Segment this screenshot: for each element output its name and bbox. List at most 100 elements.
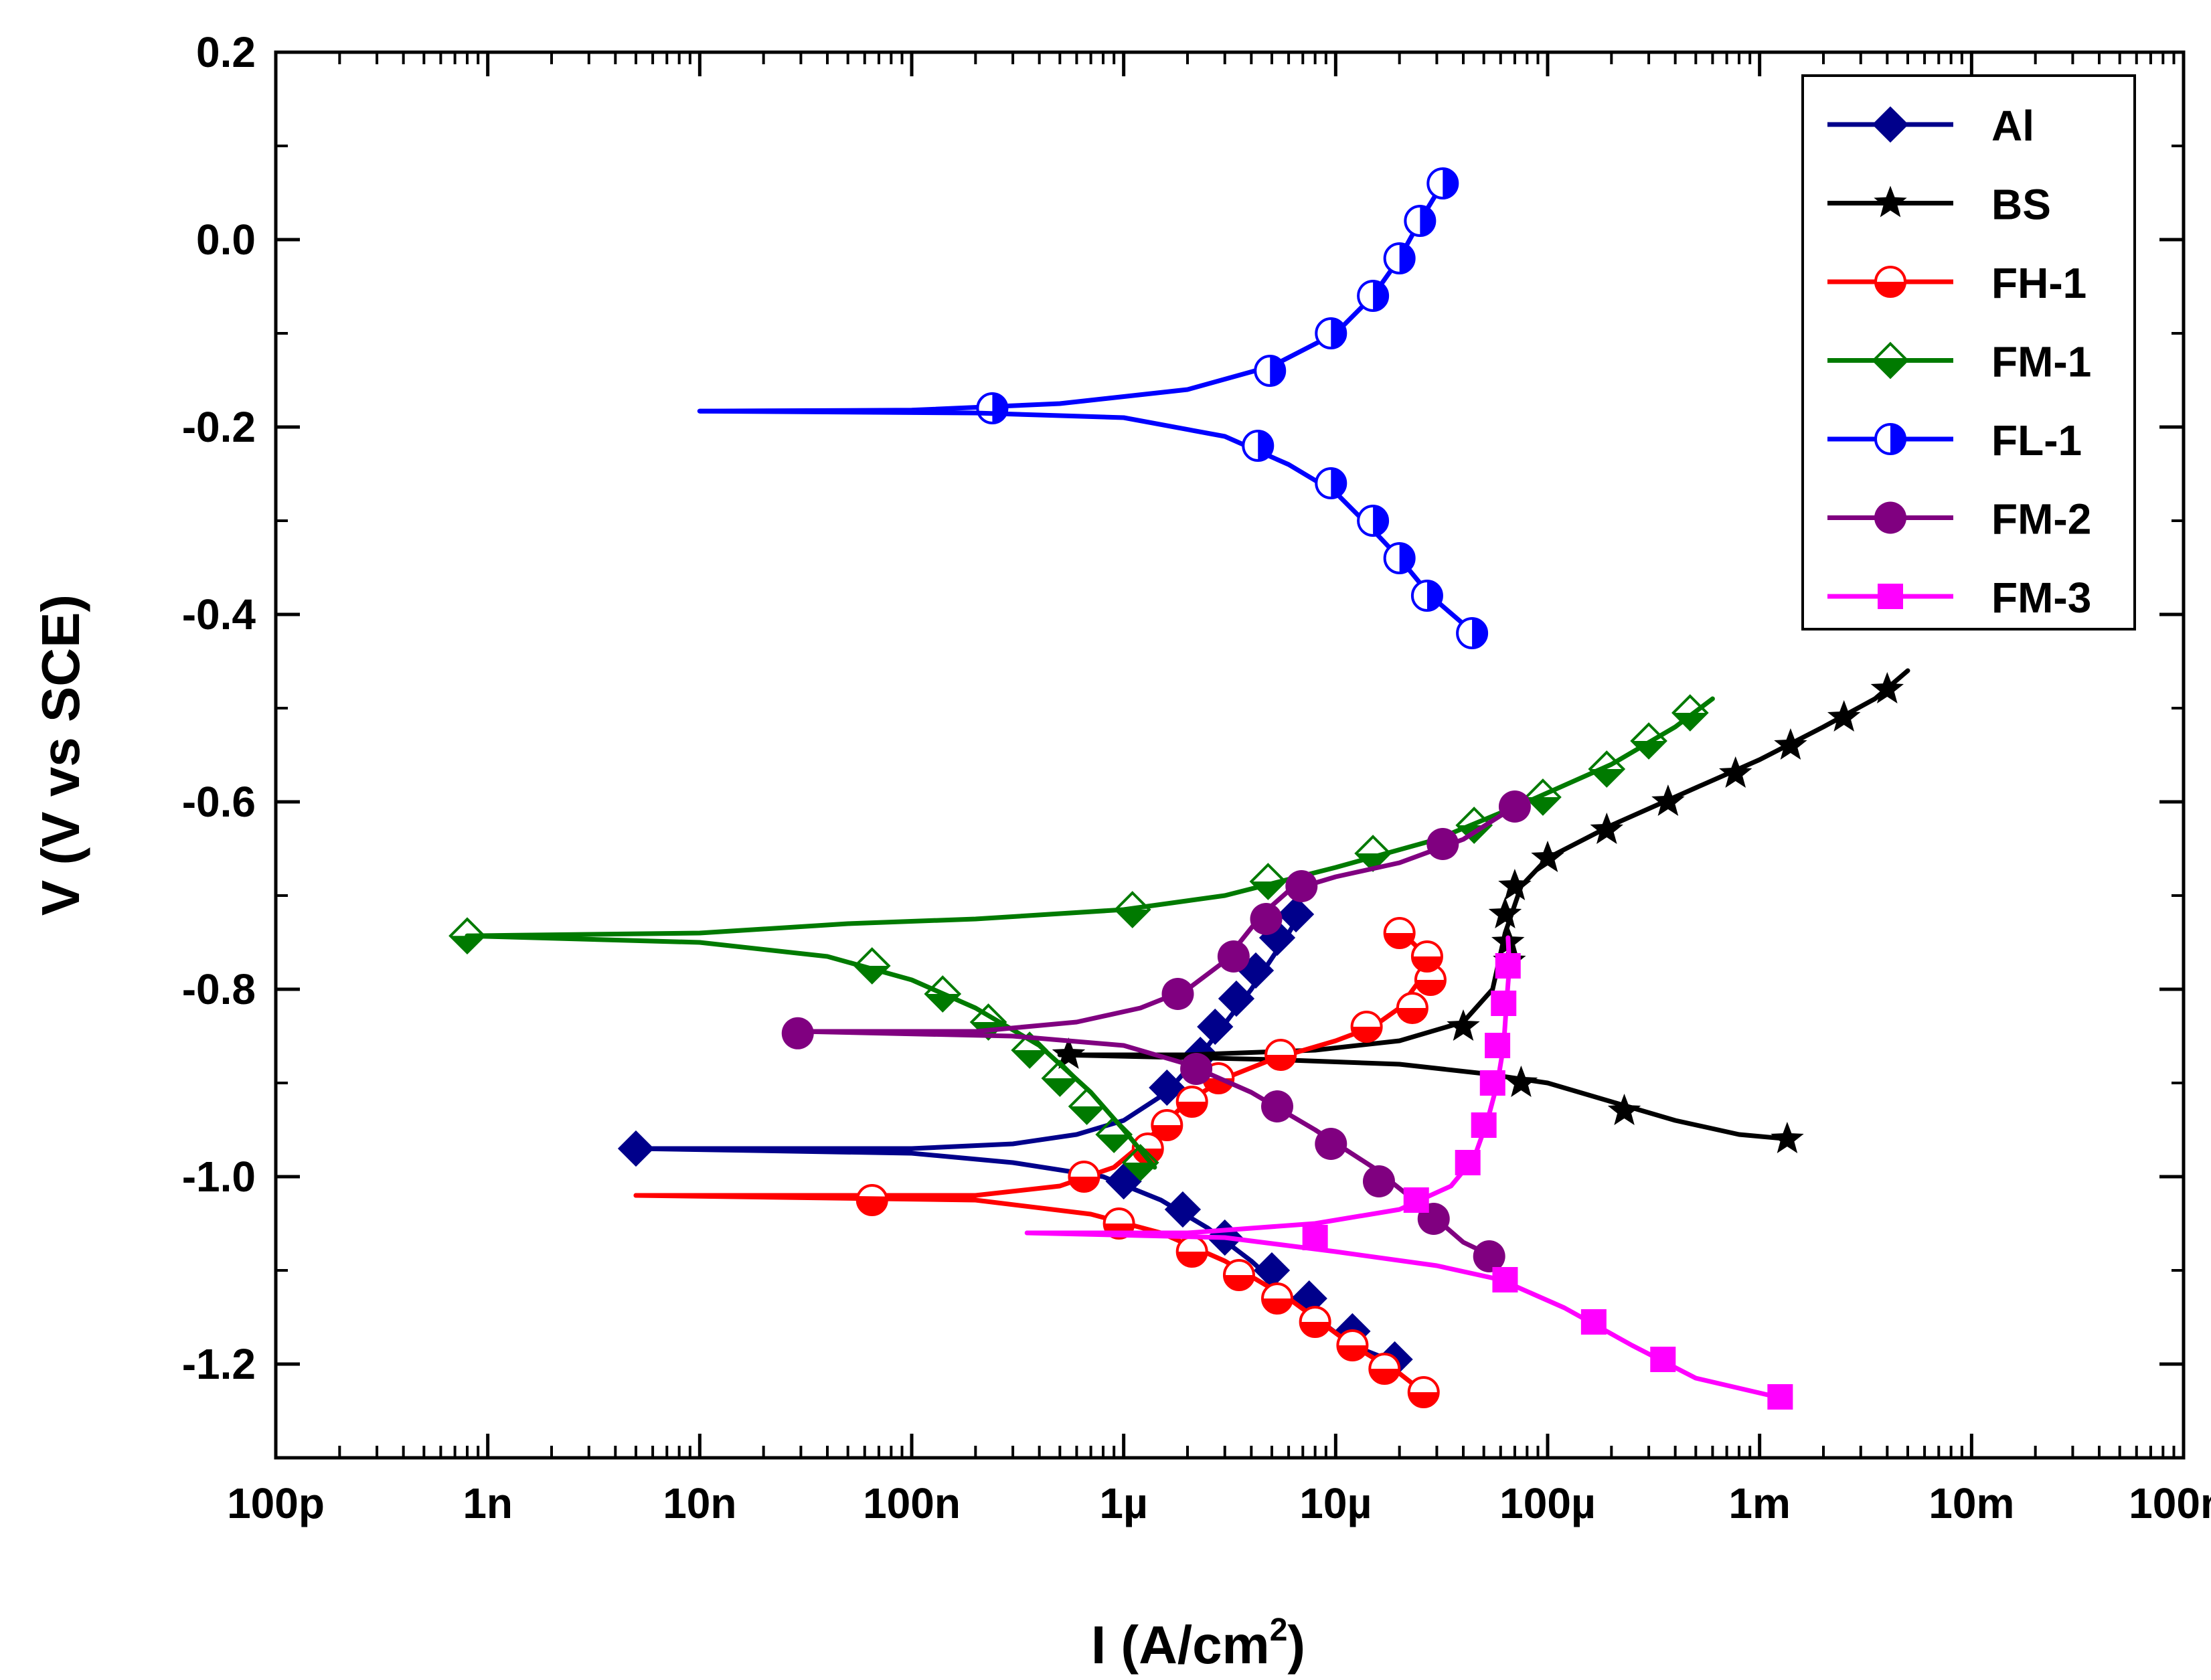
series-fh-1-point: [1396, 992, 1428, 1024]
series-fm-3-point: [1767, 1384, 1793, 1410]
legend-box: [1801, 74, 2136, 631]
series-fl-1-line-cathodic: [697, 408, 1477, 636]
series-fh-1: [633, 917, 1447, 1408]
series-bs-point: [1504, 1066, 1538, 1097]
series-fh-1-point: [1151, 1109, 1183, 1141]
series-al-point: [1197, 1008, 1234, 1045]
series-bs-point: [1488, 897, 1522, 928]
series-fm-2-point: [1161, 978, 1194, 1010]
legend-entry-fm-3: FM-3: [1827, 574, 2091, 622]
y-tick-label: -0.6: [182, 778, 256, 826]
legend-marker: [1872, 106, 1909, 143]
series-fl-1-point: [1254, 355, 1287, 387]
series-fl-1-point: [1242, 430, 1275, 462]
series-fm-2-point: [1473, 1240, 1505, 1272]
legend-marker: [1878, 584, 1903, 609]
legend-label: FM-1: [1991, 338, 2091, 386]
series-fl-1-point: [1410, 580, 1443, 612]
series-fh-1-point: [1175, 1236, 1208, 1268]
series-bs-point: [1771, 1122, 1804, 1153]
legend-entry-fl-1: FL-1: [1827, 416, 2082, 465]
x-tick-label: 100µ: [1499, 1479, 1596, 1527]
series-fh-1-point: [1410, 940, 1443, 973]
series-fl-1-point: [1404, 205, 1437, 237]
series-fm-3-point: [1485, 1033, 1511, 1058]
series-fm-3: [1024, 935, 1793, 1410]
legend: Al BS FH-1 FM-1 FL-1 FM-2 FM-3: [1801, 74, 2136, 631]
series-fm-2-point: [1250, 903, 1283, 935]
series-fm-1-point: [1011, 1031, 1048, 1069]
legend-entry-bs: BS: [1827, 181, 2051, 229]
series-fm-2-point: [1498, 790, 1531, 823]
series-fm-1-point: [1068, 1088, 1106, 1125]
y-tick-label: 0.2: [196, 28, 256, 76]
series-fl-1-point: [1315, 467, 1347, 499]
x-tick-label: 10µ: [1299, 1479, 1372, 1527]
y-tick-labels: 0.2 0.0 -0.2 -0.4 -0.6 -0.8 -1.0 -1.2: [182, 28, 256, 1388]
legend-label: BS: [1991, 181, 2051, 229]
series-fm-2-point: [1261, 1090, 1294, 1122]
x-axis-title-end: ): [1287, 1615, 1305, 1675]
series-fh-1-point: [1068, 1161, 1100, 1193]
series-fm-3-point: [1492, 1267, 1518, 1292]
series-fm-1-point: [1588, 750, 1626, 788]
series-fm-1-point: [1249, 863, 1287, 900]
series-fm-3-point: [1479, 1070, 1505, 1096]
y-tick-label: -0.2: [182, 403, 256, 451]
series-bs-point: [1651, 784, 1685, 816]
series-fm-2-point: [1217, 940, 1250, 973]
series-fh-1-point: [1350, 1011, 1383, 1043]
x-axis-title-sup: 2: [1270, 1612, 1288, 1648]
series-fm-3-point: [1403, 1187, 1429, 1213]
series-al-point: [1218, 980, 1255, 1017]
series-fh-1-point: [1261, 1282, 1294, 1315]
series-fm-1-point: [1121, 1144, 1159, 1181]
series-fh-1-point: [1175, 1086, 1208, 1118]
series-bs-point: [1590, 813, 1623, 844]
series-al-point: [1277, 896, 1315, 933]
series-fm-2-point: [1426, 828, 1459, 860]
x-tick-label: 1m: [1728, 1479, 1791, 1527]
y-tick-label: -1.2: [182, 1340, 256, 1388]
x-tick-label: 100n: [863, 1479, 961, 1527]
legend-label: FL-1: [1991, 416, 2082, 465]
x-axis-title: I (A/cm2): [1091, 1612, 1305, 1675]
series-fm-3-point: [1495, 953, 1521, 979]
series-fm-2-point: [1180, 1053, 1213, 1085]
y-tick-label: 0.0: [196, 216, 256, 264]
y-tick-label: -0.8: [182, 965, 256, 1013]
series-fl-1-point: [1426, 167, 1459, 199]
series-fm-1-point: [1524, 778, 1562, 816]
series-fm-2-point: [1362, 1165, 1395, 1197]
legend-entry-fh-1: FH-1: [1827, 259, 2086, 307]
legend-entry-al: Al: [1827, 102, 2034, 150]
series-bs-point: [1447, 1009, 1480, 1041]
x-tick-label: 10m: [1929, 1479, 2014, 1527]
series-bs-point: [1870, 672, 1904, 703]
series-bs-point: [1827, 700, 1861, 732]
series-bs: [1052, 668, 1910, 1153]
series-bs-point: [1719, 756, 1752, 788]
legend-label: Al: [1991, 102, 2034, 150]
series-fh-1-point: [1407, 1376, 1440, 1408]
legend-entry-fm-2: FM-2: [1827, 495, 2091, 543]
series-fl-1-point: [1357, 280, 1390, 312]
series-fl-1-point: [1383, 542, 1416, 574]
series-al-point: [1164, 1191, 1202, 1228]
series-bs-line-cathodic: [1057, 1052, 1793, 1142]
x-axis-title-main: I (A/cm: [1091, 1615, 1270, 1675]
series-fh-1-point: [1264, 1039, 1297, 1071]
series-fl-1-point: [1357, 505, 1390, 537]
series-fl-1-point: [1383, 242, 1416, 274]
legend-marker: [1872, 341, 1909, 380]
x-tick-label: 100p: [227, 1479, 325, 1527]
series-fm-2-point: [1285, 870, 1318, 902]
series-fm-1-point: [448, 917, 486, 955]
legend-marker: [1874, 501, 1906, 534]
series-fm-3-point: [1580, 1309, 1607, 1335]
series-fm-1-point: [1671, 694, 1709, 732]
series-fl-1-point: [1456, 617, 1489, 649]
series-bs-point: [1774, 728, 1807, 760]
legend-marker: [1874, 185, 1907, 218]
